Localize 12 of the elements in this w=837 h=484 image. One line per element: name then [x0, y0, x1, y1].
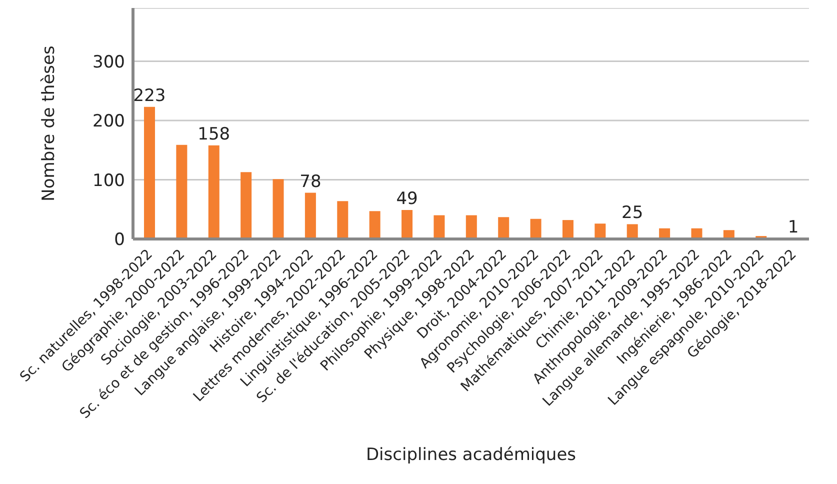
data-label: 1 — [788, 217, 799, 238]
data-label: 25 — [622, 203, 644, 224]
data-label: 49 — [396, 188, 418, 209]
y-axis-title: Nombre de thèses — [39, 46, 60, 202]
x-axis-title: Disciplines académiques — [366, 445, 576, 465]
y-tick-label: 200 — [92, 112, 125, 132]
data-label: 158 — [198, 124, 230, 144]
data-label: 78 — [300, 172, 322, 192]
y-tick-label: 100 — [92, 170, 125, 191]
y-tick-label: 300 — [92, 52, 125, 72]
data-label: 223 — [133, 86, 166, 106]
y-tick-label: 0 — [114, 230, 125, 250]
